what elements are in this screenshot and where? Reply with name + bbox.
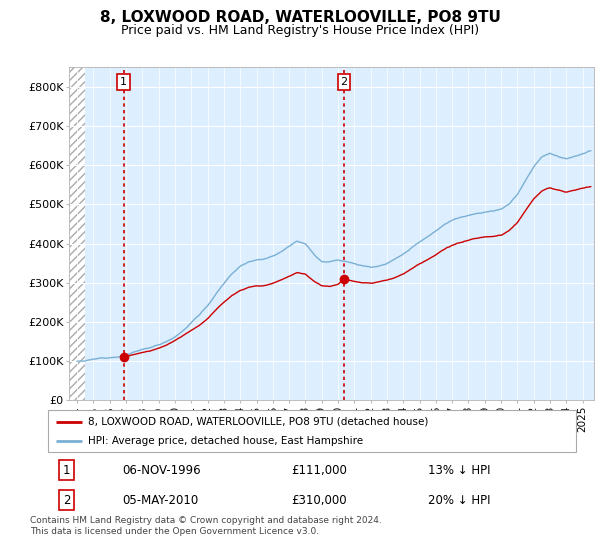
Bar bbox=[69, 67, 85, 400]
Text: Price paid vs. HM Land Registry's House Price Index (HPI): Price paid vs. HM Land Registry's House … bbox=[121, 24, 479, 36]
Text: 1: 1 bbox=[63, 464, 70, 477]
Text: 8, LOXWOOD ROAD, WATERLOOVILLE, PO8 9TU (detached house): 8, LOXWOOD ROAD, WATERLOOVILLE, PO8 9TU … bbox=[88, 417, 428, 427]
Text: 20% ↓ HPI: 20% ↓ HPI bbox=[428, 493, 491, 507]
Text: 06-NOV-1996: 06-NOV-1996 bbox=[122, 464, 200, 477]
Text: Contains HM Land Registry data © Crown copyright and database right 2024.
This d: Contains HM Land Registry data © Crown c… bbox=[30, 516, 382, 536]
Text: HPI: Average price, detached house, East Hampshire: HPI: Average price, detached house, East… bbox=[88, 436, 363, 446]
Text: 05-MAY-2010: 05-MAY-2010 bbox=[122, 493, 198, 507]
Text: 8, LOXWOOD ROAD, WATERLOOVILLE, PO8 9TU: 8, LOXWOOD ROAD, WATERLOOVILLE, PO8 9TU bbox=[100, 10, 500, 25]
Text: £111,000: £111,000 bbox=[291, 464, 347, 477]
Text: 2: 2 bbox=[63, 493, 70, 507]
Text: 13% ↓ HPI: 13% ↓ HPI bbox=[428, 464, 491, 477]
Text: 2: 2 bbox=[340, 77, 347, 87]
Text: £310,000: £310,000 bbox=[291, 493, 347, 507]
Text: 1: 1 bbox=[120, 77, 127, 87]
